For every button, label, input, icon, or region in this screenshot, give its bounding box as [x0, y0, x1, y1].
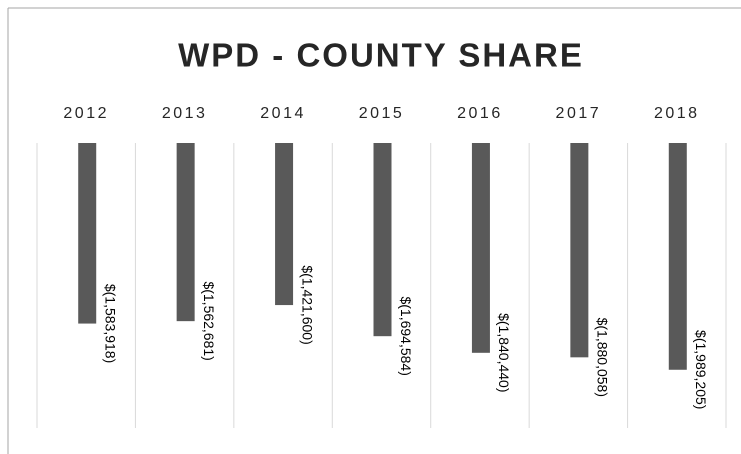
x-tick-label: 2017 — [556, 105, 602, 122]
bar — [78, 143, 97, 324]
bar — [668, 143, 687, 370]
bar — [275, 143, 294, 306]
bar — [373, 143, 392, 337]
bar — [471, 143, 490, 353]
data-label: $(1,583,918) — [103, 284, 119, 363]
x-tick-label: 2018 — [654, 105, 700, 122]
x-tick-label: 2015 — [359, 105, 405, 122]
data-label: $(1,880,058) — [595, 318, 611, 397]
x-tick-label: 2016 — [457, 105, 503, 122]
bar — [570, 143, 589, 358]
data-label: $(1,840,440) — [496, 313, 512, 392]
chart-title: WPD - COUNTY SHARE — [178, 37, 584, 74]
data-label: $(1,421,600) — [299, 265, 315, 344]
x-tick-label: 2014 — [260, 105, 306, 122]
bar — [176, 143, 195, 322]
data-label: $(1,694,584) — [398, 296, 414, 375]
data-label: $(1,562,681) — [201, 281, 217, 360]
x-tick-label: 2013 — [162, 105, 208, 122]
x-tick-label: 2012 — [63, 105, 109, 122]
data-label: $(1,989,205) — [693, 330, 709, 409]
